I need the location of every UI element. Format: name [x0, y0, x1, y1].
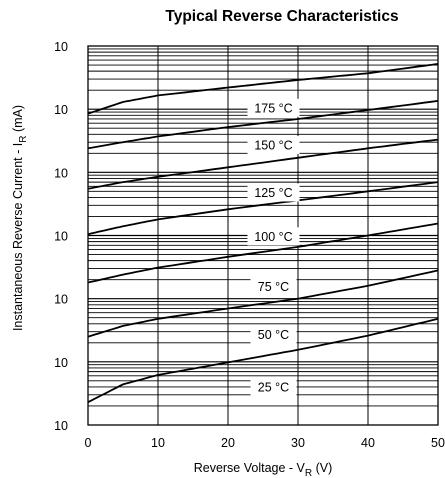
y-tick-label: 10 — [54, 103, 68, 117]
x-tick-label: 10 — [151, 436, 165, 450]
y-tick-base: 10 — [54, 166, 68, 180]
x-tick-labels: 0 10 20 30 40 50 — [85, 436, 445, 450]
series-label-background — [250, 377, 297, 396]
y-tick-labels: 10310210110010-110-210-3 — [54, 40, 68, 433]
y-tick-base: 10 — [54, 40, 68, 54]
series-line — [87, 63, 439, 115]
series-label-background — [247, 227, 300, 246]
series-label: 125 °C — [254, 186, 292, 200]
y-tick-label: 10 — [54, 230, 68, 244]
series-label: 50 °C — [258, 328, 289, 342]
y-tick-base: 10 — [54, 103, 68, 117]
x-tick-label: 20 — [221, 436, 235, 450]
x-tick-label: 50 — [431, 436, 445, 450]
x-tick-label: 0 — [85, 436, 92, 450]
y-tick-base: 10 — [54, 419, 68, 433]
y-tick-label: 10 — [54, 356, 68, 370]
y-axis-label-sub: R — [18, 136, 29, 143]
series-label-background — [250, 325, 297, 344]
y-axis-label-main: Instantaneous Reverse Current - I — [11, 143, 25, 331]
series-label: 175 °C — [254, 101, 292, 115]
series-label: 25 °C — [258, 380, 289, 394]
y-tick-label: 10 — [54, 419, 68, 433]
series-label: 75 °C — [258, 280, 289, 294]
chart-title: Typical Reverse Characteristics — [165, 8, 398, 25]
y-tick-label: 10 — [54, 40, 68, 54]
series-line — [87, 222, 439, 284]
x-tick-label: 30 — [291, 436, 305, 450]
grid — [88, 46, 438, 425]
curves — [87, 63, 439, 404]
y-tick-label: 10 — [54, 293, 68, 307]
series-line — [87, 181, 439, 236]
series-line — [87, 100, 439, 150]
series-line — [87, 317, 439, 404]
y-tick-base: 10 — [54, 356, 68, 370]
x-axis-label: Reverse Voltage - VR (V) — [194, 461, 333, 478]
y-tick-base: 10 — [54, 293, 68, 307]
series-labels: 175 °C 150 °C 125 °C 100 °C 75 °C 50 °C 25 °C — [247, 98, 300, 396]
series-label-background — [247, 136, 300, 155]
x-axis-label-main: Reverse Voltage - V — [194, 461, 306, 475]
series-line — [87, 269, 439, 338]
plot-frame — [87, 45, 439, 426]
y-tick-label: 10 — [54, 166, 68, 180]
y-axis-label: Instantaneous Reverse Current - IR (mA) — [11, 105, 29, 331]
x-axis-label-sub: R — [305, 468, 312, 478]
x-tick-label: 40 — [361, 436, 375, 450]
series-label: 100 °C — [254, 230, 292, 244]
y-axis-label-tail: (mA) — [11, 105, 25, 136]
series-line — [87, 138, 439, 190]
y-tick-base: 10 — [54, 230, 68, 244]
series-label: 150 °C — [254, 139, 292, 153]
x-axis-label-tail: (V) — [312, 461, 332, 475]
series-label-background — [250, 277, 297, 296]
series-label-background — [247, 183, 300, 202]
series-label-background — [247, 98, 300, 117]
